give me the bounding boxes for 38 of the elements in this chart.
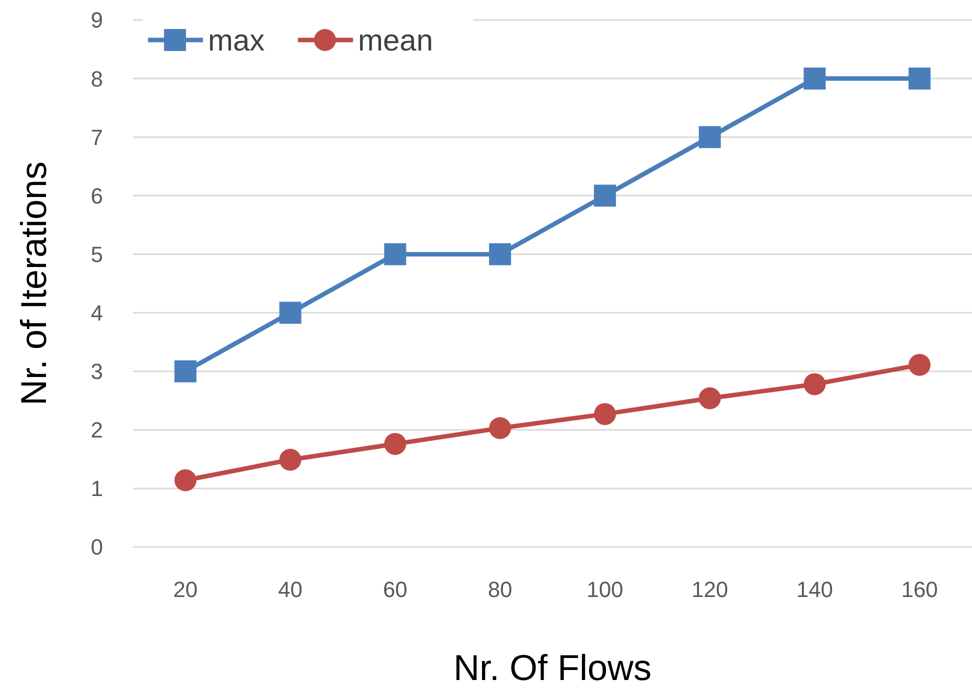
legend-label: mean (358, 24, 434, 58)
point (908, 68, 931, 90)
y-axis-title: Nr. of Iterations (13, 161, 54, 406)
point (279, 302, 302, 324)
point (804, 373, 826, 396)
point (384, 432, 406, 455)
legend-label: max (208, 24, 265, 58)
point (174, 469, 196, 492)
y-tick-label: 7 (90, 124, 103, 150)
point (489, 243, 512, 266)
point (594, 184, 616, 207)
x-tick-label: 60 (382, 577, 408, 602)
y-tick-label: 1 (90, 476, 103, 502)
x-tick-label: 100 (586, 577, 624, 602)
point (594, 403, 616, 426)
y-tick-label: 0 (90, 534, 103, 560)
point (279, 448, 302, 471)
y-tick-label: 3 (90, 359, 103, 384)
y-tick-label: 8 (90, 66, 103, 92)
point (698, 126, 721, 148)
point (384, 243, 406, 266)
point (698, 387, 721, 410)
x-tick-label: 80 (488, 577, 512, 602)
point (908, 354, 931, 376)
x-tick-label: 160 (901, 577, 938, 602)
point (489, 417, 512, 440)
x-tick-label: 120 (691, 577, 728, 602)
y-tick-label: 9 (90, 8, 103, 33)
y-tick-label: 6 (90, 183, 103, 208)
x-tick-label: 140 (796, 577, 834, 602)
y-tick-label: 2 (90, 418, 103, 443)
point (804, 68, 826, 90)
x-tick-label: 40 (278, 577, 303, 602)
y-tick-label: 4 (90, 300, 103, 326)
x-tick-label: 20 (173, 577, 198, 602)
x-axis-title: Nr. Of Flows (453, 647, 652, 688)
point (174, 360, 196, 382)
y-tick-label: 5 (90, 242, 103, 267)
